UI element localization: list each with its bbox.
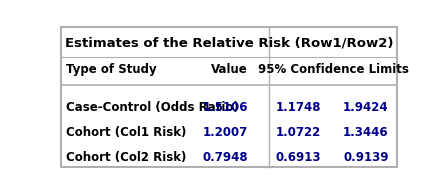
Text: 1.0722: 1.0722 [276, 126, 321, 139]
Text: 1.1748: 1.1748 [276, 101, 321, 114]
Text: Cohort (Col1 Risk): Cohort (Col1 Risk) [66, 126, 187, 139]
Text: Cohort (Col2 Risk): Cohort (Col2 Risk) [66, 151, 187, 164]
Text: Type of Study: Type of Study [66, 63, 157, 76]
Text: 1.2007: 1.2007 [203, 126, 248, 139]
Text: 95% Confidence Limits: 95% Confidence Limits [257, 63, 409, 76]
Text: Case-Control (Odds Ratio): Case-Control (Odds Ratio) [66, 101, 239, 114]
Text: 1.9424: 1.9424 [343, 101, 389, 114]
Text: 1.5106: 1.5106 [202, 101, 248, 114]
Text: 0.7948: 0.7948 [202, 151, 248, 164]
Text: Estimates of the Relative Risk (Row1/Row2): Estimates of the Relative Risk (Row1/Row… [65, 36, 393, 49]
Text: 0.6913: 0.6913 [276, 151, 321, 164]
Text: 0.9139: 0.9139 [343, 151, 389, 164]
Text: 1.3446: 1.3446 [343, 126, 389, 139]
Text: Value: Value [211, 63, 248, 76]
